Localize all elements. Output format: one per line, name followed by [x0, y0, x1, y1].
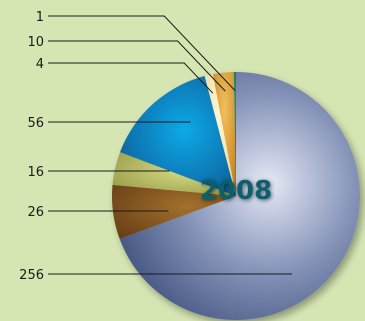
leader-line-4 [48, 62, 214, 94]
slice-56 [120, 76, 236, 196]
chart-title: 2008 [200, 176, 272, 206]
slice-1 [233, 72, 236, 196]
leader-lines [48, 15, 292, 275]
slice-16 [112, 152, 236, 196]
slice-label-1: 1 [36, 10, 44, 25]
slice-label-16: 16 [27, 165, 44, 180]
leader-line-10 [48, 40, 226, 92]
slice-label-56: 56 [27, 116, 44, 131]
slice-10 [212, 72, 236, 196]
slice-4 [204, 74, 236, 196]
slice-label-256: 256 [19, 268, 44, 283]
slice-labels: 256 26 16 56 4 10 1 [19, 10, 44, 283]
slice-label-10: 10 [27, 35, 44, 50]
pie-slices [112, 72, 361, 320]
leader-line-1 [48, 15, 236, 91]
slice-label-26: 26 [27, 205, 44, 220]
slice-26 [112, 184, 236, 239]
slice-256 [119, 72, 361, 320]
slice-label-4: 4 [36, 57, 44, 72]
